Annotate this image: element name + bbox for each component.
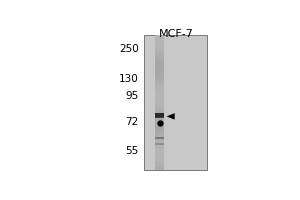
- Text: 95: 95: [125, 91, 139, 101]
- Bar: [155, 57, 164, 62]
- Bar: [155, 139, 164, 143]
- Bar: [155, 148, 164, 152]
- Bar: [155, 84, 164, 89]
- Bar: [155, 62, 164, 66]
- Bar: [155, 35, 164, 170]
- Bar: [155, 98, 164, 103]
- Bar: [155, 113, 164, 117]
- Bar: [155, 48, 164, 53]
- Text: 130: 130: [119, 74, 139, 84]
- Bar: [155, 143, 164, 148]
- Bar: [155, 44, 164, 48]
- Bar: [155, 35, 164, 39]
- Bar: [155, 80, 164, 84]
- Bar: [155, 116, 164, 121]
- Bar: [155, 53, 164, 57]
- Bar: [155, 166, 164, 170]
- Bar: [155, 75, 164, 80]
- Bar: [155, 103, 164, 107]
- Bar: [155, 71, 164, 75]
- Bar: [155, 137, 164, 139]
- Text: 72: 72: [125, 117, 139, 127]
- Bar: [155, 157, 164, 161]
- Bar: [155, 125, 164, 130]
- Bar: [155, 117, 164, 118]
- Bar: [155, 134, 164, 139]
- Bar: [155, 161, 164, 166]
- Bar: [155, 89, 164, 94]
- Bar: [155, 130, 164, 134]
- Bar: [155, 112, 164, 116]
- Bar: [155, 66, 164, 71]
- Polygon shape: [167, 113, 175, 120]
- Bar: [155, 94, 164, 98]
- Text: MCF-7: MCF-7: [158, 29, 193, 39]
- Bar: [155, 39, 164, 44]
- Bar: [155, 143, 164, 145]
- Text: 55: 55: [125, 146, 139, 156]
- Bar: [155, 107, 164, 112]
- Bar: [155, 121, 164, 125]
- Bar: [145, 35, 207, 170]
- Bar: [155, 152, 164, 157]
- Text: 250: 250: [119, 44, 139, 54]
